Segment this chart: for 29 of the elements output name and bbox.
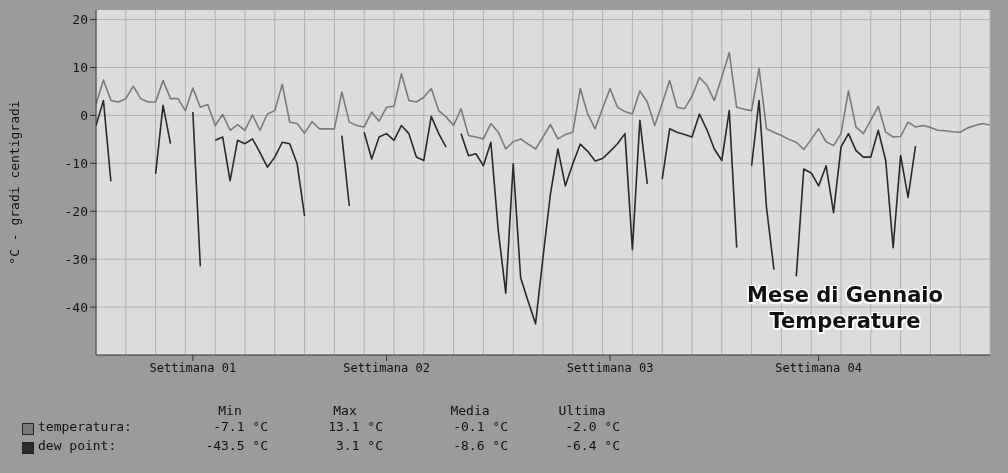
y-tick-label: 0 <box>80 108 88 124</box>
legend-label: temperatura: <box>38 419 132 434</box>
y-axis-title: °C - gradi centigradi <box>6 100 22 265</box>
legend-label: dew point: <box>38 438 117 453</box>
x-tick-label: Settimana 04 <box>775 360 862 375</box>
annotation: Mese di Gennaio <box>746 282 944 308</box>
text: 3.1 °C <box>336 438 383 453</box>
x-tick-label: Settimana 03 <box>566 360 654 375</box>
text: -7.1 °C <box>213 419 268 434</box>
y-tick-label: -20 <box>64 203 88 219</box>
text: -6.4 °C <box>565 438 620 453</box>
annotation: Temperature <box>768 308 922 334</box>
y-tick-label: -10 <box>64 155 88 171</box>
text: Max <box>332 403 358 418</box>
text: Media <box>449 403 491 418</box>
text: Ultima <box>557 403 607 418</box>
y-tick-label: -40 <box>64 299 88 315</box>
y-tick-label: 10 <box>72 60 88 76</box>
text: 13.1 °C <box>328 419 383 434</box>
text: -43.5 °C <box>205 438 268 453</box>
text: Min <box>217 403 243 418</box>
y-tick-label: 20 <box>72 12 88 28</box>
text: -8.6 °C <box>453 438 508 453</box>
text: -0.1 °C <box>453 419 508 434</box>
x-tick-label: Settimana 02 <box>343 360 430 375</box>
x-tick-label: Settimana 01 <box>149 360 237 375</box>
text: -2.0 °C <box>565 419 620 434</box>
line-series <box>96 51 990 151</box>
y-tick-label: -30 <box>64 251 88 267</box>
